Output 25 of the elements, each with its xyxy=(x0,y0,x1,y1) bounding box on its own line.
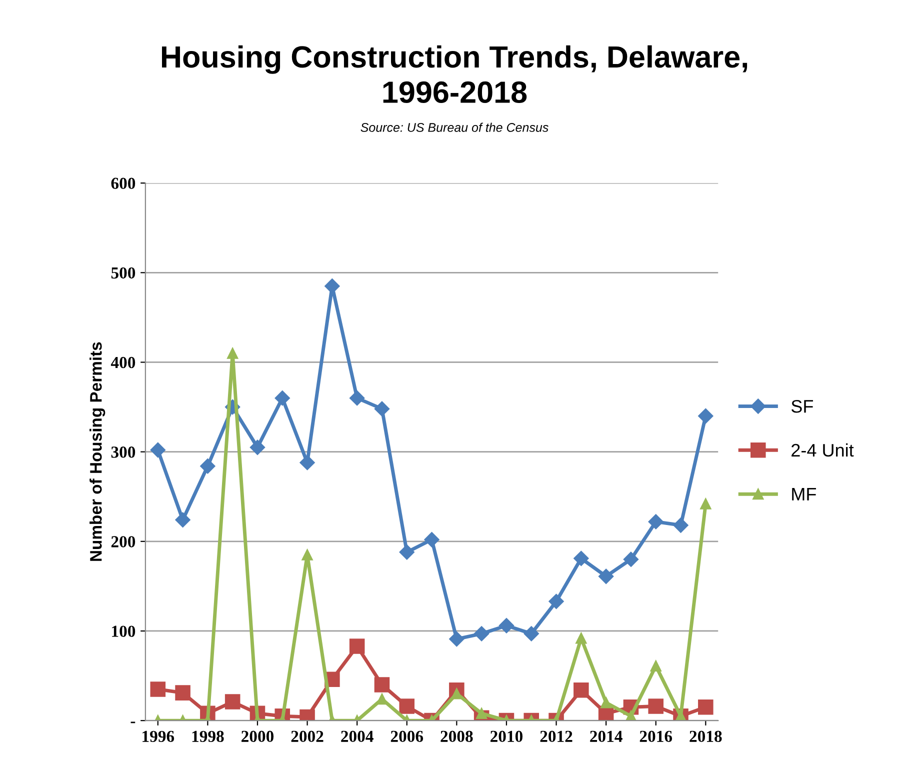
x-tick-label: 2004 xyxy=(341,730,374,742)
x-tick-label: 2012 xyxy=(540,730,572,742)
x-tick-label: 1998 xyxy=(192,730,224,742)
x-tick-label: 2014 xyxy=(590,730,622,742)
y-tick-label: 600 xyxy=(111,178,136,190)
y-tick-label: 400 xyxy=(110,356,136,368)
y-tick-label: 100 xyxy=(112,626,136,637)
x-tick-label: 2002 xyxy=(291,730,324,742)
chart-subtitle: Source: US Bureau of the Census xyxy=(360,122,548,132)
y-tick-label: 500 xyxy=(111,267,136,279)
x-tick-label: 2018 xyxy=(690,730,722,742)
x-tick-label: 2016 xyxy=(640,730,672,742)
legend-label: MF xyxy=(792,488,816,500)
chart-title: Housing Construction Trends, Delaware, 1996-2018 xyxy=(162,45,748,104)
x-tick-label: 2006 xyxy=(390,730,424,742)
y-tick-label: - xyxy=(130,722,136,724)
legend-label: 2-4 Unit xyxy=(792,443,854,457)
x-tick-label: 2010 xyxy=(490,730,522,742)
x-tick-label: 2000 xyxy=(242,730,274,742)
y-tick-label: 300 xyxy=(111,446,136,458)
legend-label: SF xyxy=(791,400,813,413)
y-axis-title: Number of Housing Permits xyxy=(90,342,106,561)
y-tick-label: 200 xyxy=(111,536,136,548)
x-tick-label: 2008 xyxy=(440,730,473,742)
x-tick-label: 1996 xyxy=(142,730,174,742)
